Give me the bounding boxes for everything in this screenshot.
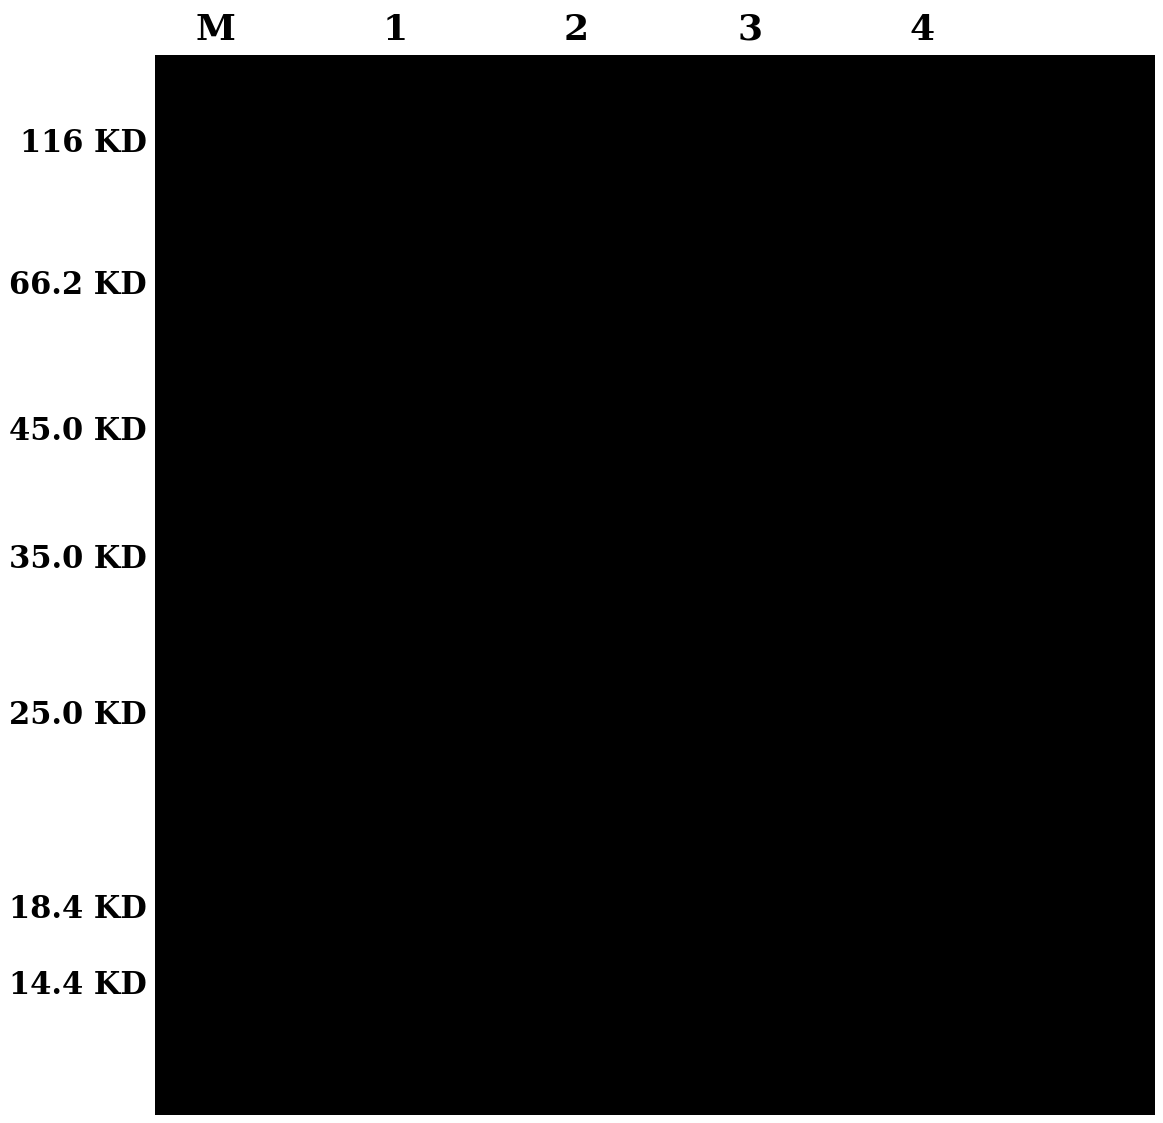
Text: 18.4 KD: 18.4 KD (9, 895, 147, 925)
Bar (155, 55, 1155, 1115)
Text: 25.0 KD: 25.0 KD (9, 700, 147, 730)
Text: 35.0 KD: 35.0 KD (9, 545, 147, 575)
Text: 1: 1 (383, 13, 408, 47)
Text: 14.4 KD: 14.4 KD (9, 969, 147, 1001)
Text: 4: 4 (909, 13, 935, 47)
Text: 2: 2 (563, 13, 588, 47)
Text: 3: 3 (737, 13, 763, 47)
Text: 66.2 KD: 66.2 KD (9, 270, 147, 301)
Text: M: M (195, 13, 235, 47)
Text: 116 KD: 116 KD (20, 128, 147, 158)
Text: 45.0 KD: 45.0 KD (9, 417, 147, 447)
